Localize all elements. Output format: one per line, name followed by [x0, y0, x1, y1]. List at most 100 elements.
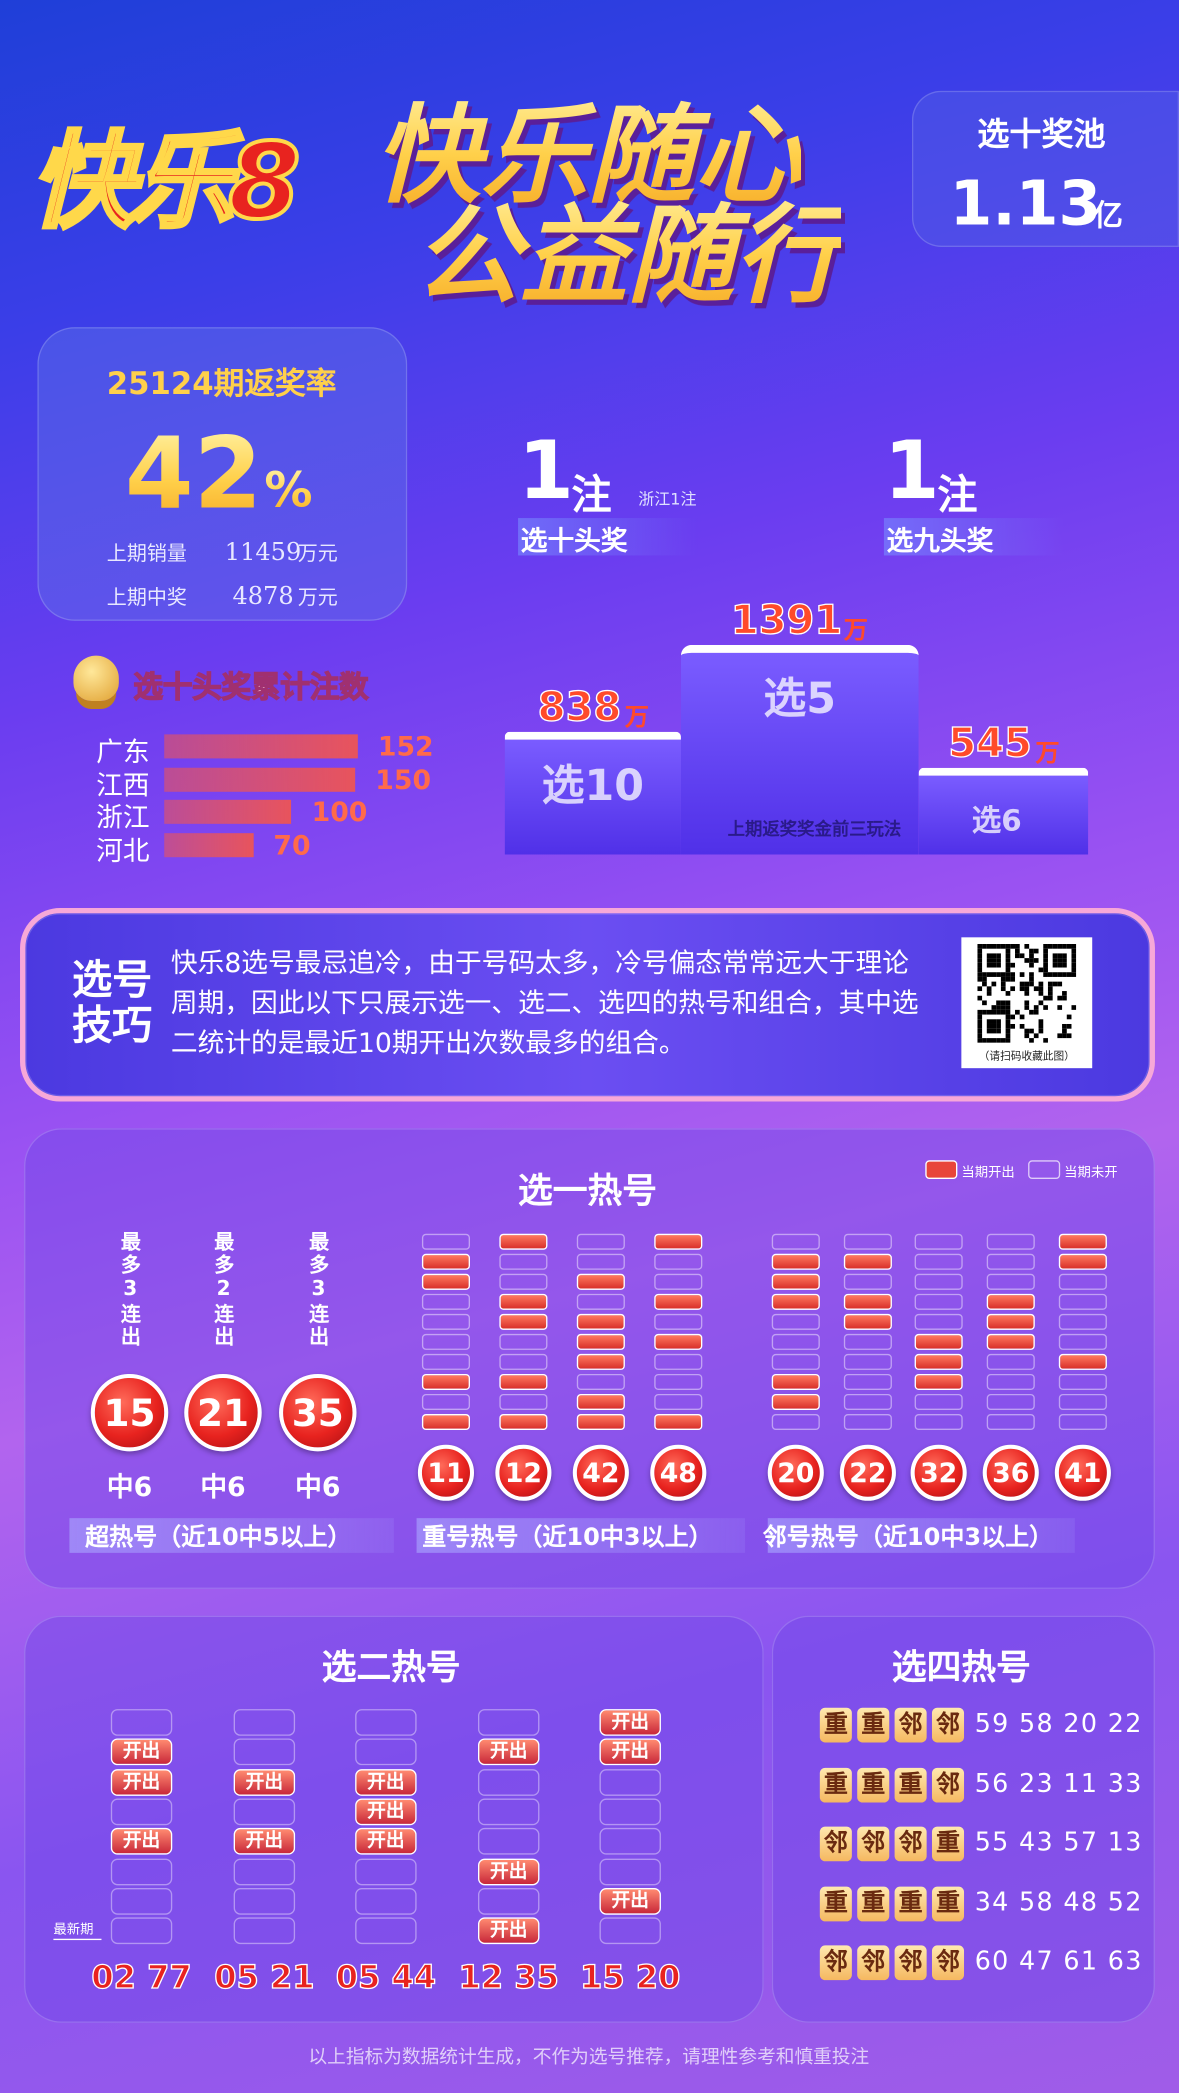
draw-miss	[499, 1333, 548, 1350]
category-label: 河北	[96, 833, 150, 866]
tag: 重	[894, 1767, 927, 1802]
qr-module	[1015, 944, 1020, 949]
draw-miss	[110, 1709, 173, 1736]
draw-miss	[355, 1917, 417, 1945]
podium-amount: 1391	[730, 597, 843, 645]
qr-module	[1000, 1000, 1006, 1006]
draw-hit: 开出	[110, 1828, 173, 1855]
tag: 邻	[931, 1945, 965, 1981]
draw-hit	[421, 1273, 470, 1290]
qr-module	[1005, 1038, 1011, 1043]
bar	[164, 799, 292, 824]
draw-miss	[771, 1353, 820, 1370]
category-label: 广东	[96, 735, 150, 768]
qr-module	[1000, 972, 1006, 977]
podium-block	[504, 731, 681, 855]
podium-name: 选6	[971, 805, 1022, 839]
draw-hit: 开出	[233, 1768, 296, 1796]
draw-miss	[421, 1353, 470, 1370]
draw-hit	[771, 1393, 820, 1410]
return-unit: %	[264, 463, 313, 519]
draw-miss	[1058, 1393, 1107, 1410]
tag: 重	[931, 1885, 965, 1921]
qr-module	[1071, 953, 1077, 959]
qr-module	[977, 1028, 983, 1034]
qr-module	[977, 1038, 983, 1043]
qr-module	[1015, 1009, 1020, 1015]
tag: 邻	[931, 1707, 965, 1743]
qr-module	[1043, 1038, 1048, 1043]
tag: 重	[931, 1826, 965, 1862]
podium-unit: 万	[624, 703, 649, 732]
qr-module	[996, 958, 1001, 963]
qr-module	[986, 991, 992, 996]
qr-module	[1019, 986, 1025, 992]
qr-module	[1043, 967, 1048, 973]
qr-module	[1043, 962, 1048, 968]
streak: 最多3连出	[118, 1231, 143, 1349]
qr-module	[1038, 986, 1044, 992]
qr-module	[1062, 1028, 1067, 1034]
ball: 35	[279, 1373, 357, 1452]
qr-module	[1005, 953, 1011, 959]
ball: 42	[572, 1444, 629, 1501]
qr-module	[986, 1038, 992, 1043]
pool-unit: 亿	[1093, 200, 1123, 234]
qr-module	[996, 953, 1001, 959]
draw-hit: 开出	[110, 1738, 173, 1766]
qr-module	[977, 948, 983, 954]
draw-miss	[654, 1393, 703, 1410]
qr-pattern	[977, 944, 1077, 1043]
draw-miss	[771, 1333, 820, 1350]
qr-module	[996, 1005, 1001, 1010]
qr-module	[1005, 1009, 1011, 1015]
qr-module	[1029, 981, 1034, 987]
draw-miss	[986, 1273, 1035, 1290]
qr-module	[996, 1038, 1001, 1043]
legend-hit-swatch	[925, 1160, 958, 1179]
draw-hit	[576, 1393, 625, 1410]
draw-miss	[914, 1273, 963, 1290]
payout-value: 4878	[232, 582, 294, 611]
qr-module	[1043, 995, 1048, 1001]
qr-module	[986, 1023, 992, 1029]
pair-numbers: 15 20	[579, 1958, 681, 1997]
tips-text: 快乐8选号最忌追冷，由于号码太多，冷号偏态常常远大于理论周期，因此以下只展示选一…	[170, 946, 919, 1059]
qr-module	[1000, 1038, 1006, 1043]
return-rate: 42	[124, 416, 263, 532]
tag: 重	[819, 1885, 852, 1921]
qr-module	[1029, 1028, 1034, 1034]
qr-module	[1047, 991, 1053, 996]
draw-hit: 开出	[599, 1887, 661, 1915]
qr-module	[1029, 976, 1034, 982]
pick2-title: 选二热号	[321, 1648, 461, 1689]
podium-block	[680, 644, 919, 855]
draw-miss	[576, 1253, 625, 1270]
qr-module	[982, 1000, 987, 1006]
qr-module	[1024, 986, 1030, 992]
draw-miss	[421, 1313, 470, 1330]
qr-module	[986, 962, 992, 968]
qr-module	[1005, 976, 1011, 982]
qr-module	[1047, 995, 1053, 1001]
draw-miss	[233, 1738, 296, 1766]
bar	[164, 832, 254, 857]
podium-block	[918, 767, 1089, 855]
draw-hit: 开出	[599, 1738, 661, 1766]
tag: 重	[819, 1767, 852, 1802]
draw-miss	[986, 1253, 1035, 1270]
draw-miss	[654, 1373, 703, 1390]
draw-hit: 开出	[355, 1768, 417, 1796]
qr-module	[1066, 972, 1072, 977]
qr-module	[1033, 1009, 1039, 1015]
draw-miss	[355, 1738, 417, 1766]
qr-module	[986, 986, 992, 992]
qr-module	[1005, 1033, 1011, 1039]
draw-hit: 开出	[110, 1768, 173, 1796]
super-hot-label: 超热号（近10中5以上）	[85, 1523, 352, 1552]
return-title: 25124期返奖率	[106, 367, 337, 402]
qr-module	[1010, 1014, 1016, 1020]
draw-hit: 开出	[355, 1798, 417, 1826]
draw-miss	[233, 1887, 296, 1915]
